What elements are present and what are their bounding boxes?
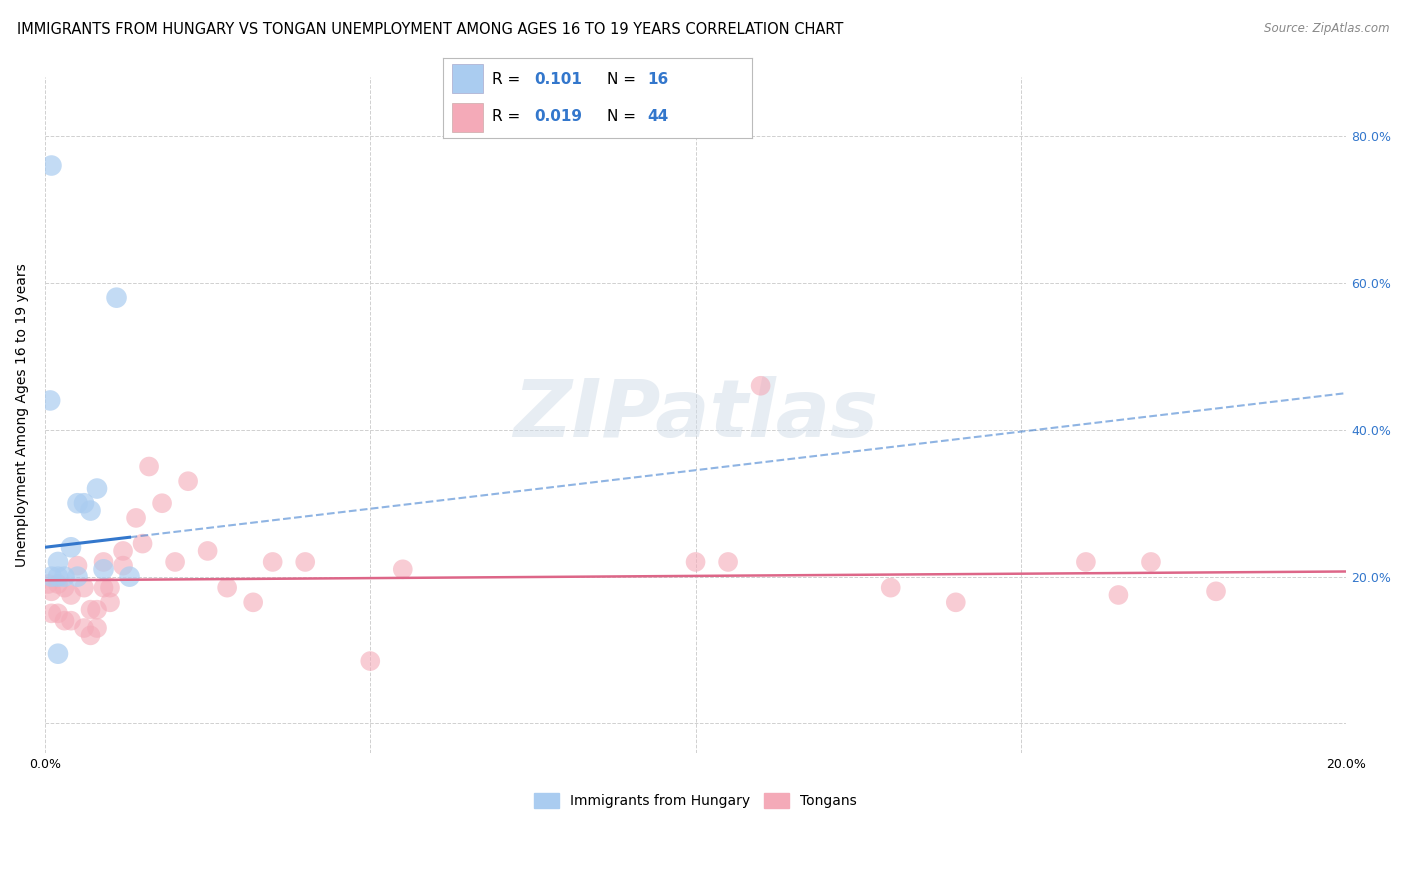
Point [41,569,63,583]
Point [59,614,82,628]
Text: 44: 44 [647,110,668,125]
Text: Source: ZipAtlas.com: Source: ZipAtlas.com [1264,22,1389,36]
Text: N =: N = [607,71,641,87]
Point [46,555,69,569]
Point [177,474,200,488]
Point [79,602,101,616]
Point [53,614,76,628]
Text: N =: N = [607,110,641,125]
Point [46,577,69,591]
Point [945,595,967,609]
Text: ZIPatlas: ZIPatlas [513,376,879,454]
Point [118,569,141,583]
Point [66,569,89,583]
Point [93,562,115,576]
Point [112,544,135,558]
Point [41,159,63,173]
Point [93,555,115,569]
Point [73,581,96,595]
Point [37,577,59,591]
Point [217,581,239,595]
Point [242,595,264,609]
Point [41,584,63,599]
Bar [453,64,484,94]
Point [1140,555,1163,569]
Point [93,581,115,595]
Point [86,621,108,635]
Point [294,555,316,569]
Point [66,558,89,573]
Point [79,503,101,517]
Point [138,459,160,474]
Point [685,555,707,569]
Point [125,511,148,525]
Point [73,496,96,510]
Point [359,654,381,668]
Text: 0.101: 0.101 [534,71,582,87]
Text: 16: 16 [647,71,668,87]
Point [46,569,69,583]
Point [112,558,135,573]
Legend: Immigrants from Hungary, Tongans: Immigrants from Hungary, Tongans [529,787,863,814]
Bar [453,103,484,132]
Point [150,496,173,510]
Point [46,647,69,661]
Point [717,555,740,569]
Point [53,569,76,583]
Point [131,536,153,550]
Point [79,628,101,642]
Point [98,595,121,609]
Point [86,482,108,496]
Point [749,378,772,392]
Point [262,555,284,569]
Point [66,496,89,510]
Text: R =: R = [492,110,526,125]
Point [86,602,108,616]
Point [165,555,187,569]
Text: R =: R = [492,71,526,87]
Text: 0.019: 0.019 [534,110,582,125]
Point [59,588,82,602]
Point [53,581,76,595]
Point [39,393,62,408]
Point [197,544,219,558]
Y-axis label: Unemployment Among Ages 16 to 19 years: Unemployment Among Ages 16 to 19 years [15,263,30,567]
Point [1205,584,1227,599]
Point [1074,555,1097,569]
Point [880,581,903,595]
Point [98,581,121,595]
Point [1107,588,1129,602]
Point [41,607,63,621]
Point [73,621,96,635]
Point [105,291,128,305]
Point [59,541,82,555]
Text: IMMIGRANTS FROM HUNGARY VS TONGAN UNEMPLOYMENT AMONG AGES 16 TO 19 YEARS CORRELA: IMMIGRANTS FROM HUNGARY VS TONGAN UNEMPL… [17,22,844,37]
Point [391,562,413,576]
Point [46,607,69,621]
